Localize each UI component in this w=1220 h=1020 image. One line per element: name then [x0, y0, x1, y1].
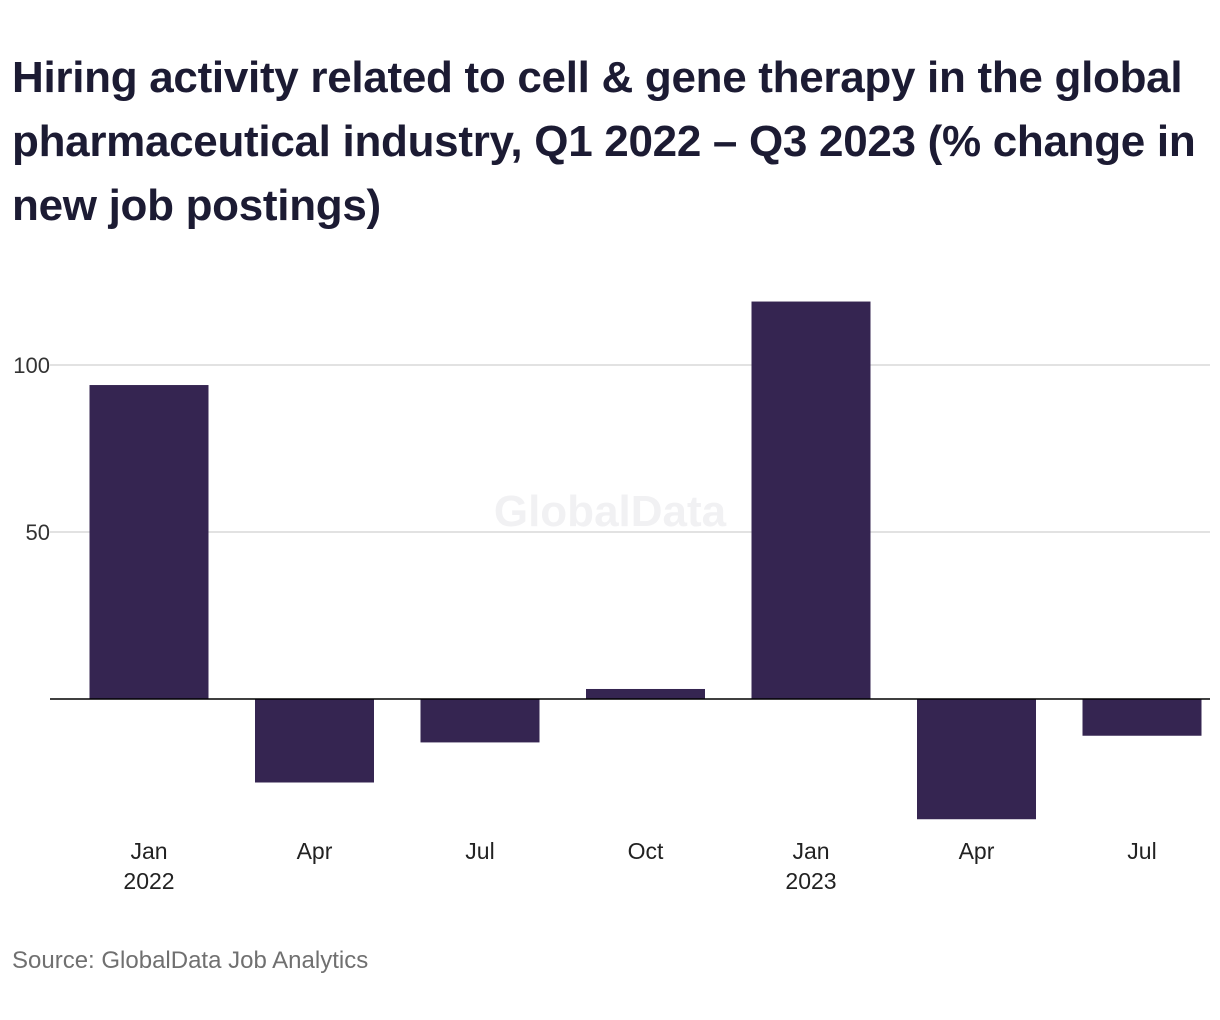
x-tick-label: Jan [792, 838, 829, 864]
x-tick-year-label: 2023 [785, 868, 836, 894]
y-tick-label: 50 [26, 520, 50, 545]
chart-title: Hiring activity related to cell & gene t… [12, 53, 1196, 230]
x-tick-label: Jul [465, 838, 494, 864]
bar-q4-2022 [586, 688, 705, 699]
bar-q3-2023 [1082, 699, 1202, 736]
bar-q1-2023 [751, 301, 871, 699]
x-tick-label: Oct [628, 838, 664, 864]
watermark: GlobalData [494, 487, 727, 536]
x-tick-label: Apr [297, 838, 333, 864]
bar-q2-2023 [917, 699, 1036, 820]
x-tick-label: Jul [1127, 838, 1156, 864]
bar-q1-2022 [89, 385, 209, 699]
x-tick-label: Apr [959, 838, 995, 864]
y-tick-label: 100 [13, 353, 50, 378]
x-tick-label: Jan [130, 838, 167, 864]
bar-q3-2022 [420, 699, 540, 743]
x-tick-year-label: 2022 [123, 868, 174, 894]
source-note: Source: GlobalData Job Analytics [12, 947, 369, 974]
bar-q2-2022 [255, 699, 374, 783]
